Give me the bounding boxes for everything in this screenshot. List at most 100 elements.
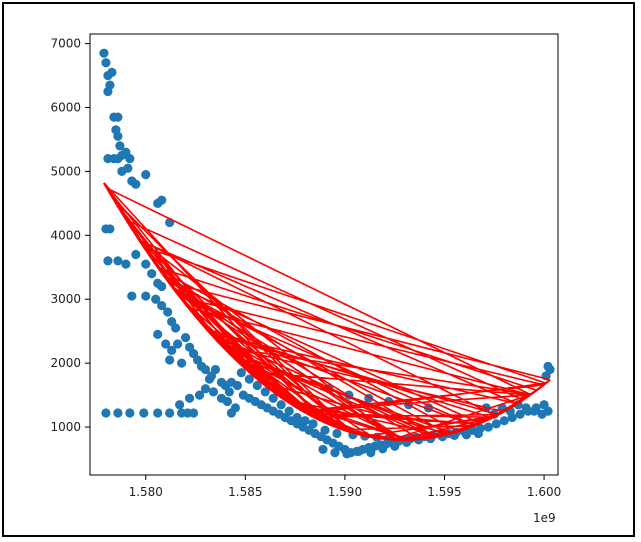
scatter-point [222,396,233,407]
scatter-point [180,332,191,343]
scatter-point [390,441,400,451]
scatter-point [165,355,175,365]
fit-curve [102,182,551,441]
scatter-point [113,112,123,122]
scatter-point [224,387,234,397]
scatter-point [354,446,364,456]
scatter-point [173,339,183,349]
scatter-point [210,364,221,375]
y-tick-label: 4000 [50,228,81,242]
x-tick-label: 1.595 [427,485,461,499]
scatter-point [125,154,135,164]
scatter-point [175,400,185,410]
scatter-point [499,416,509,426]
scatter-point [543,361,553,371]
scatter-point [342,449,352,459]
scatter-point [268,393,278,403]
scatter-point [177,358,187,368]
scatter-point [284,406,294,416]
scatter-point [491,419,501,429]
scatter-point [330,448,340,458]
scatter-point [366,448,376,458]
scatter-point [157,301,167,311]
scatter-point [101,58,111,68]
scatter-point [260,387,270,397]
scatter-point [184,393,195,403]
scatter-point [131,249,141,260]
scatter-point [537,409,547,419]
scatter-point [107,67,117,77]
scatter-point [252,380,262,391]
scatter-point [332,428,342,439]
scatter-point [529,406,539,416]
scatter-point [163,307,173,317]
scatter-point [113,131,123,141]
fit-lines [102,182,551,441]
scatter-point [230,403,240,413]
scatter-point [236,368,246,378]
scatter-point [308,419,318,429]
scatter-point [141,291,151,301]
scatter-point [121,259,131,269]
y-tick-label: 3000 [50,292,81,306]
scatter-point [139,408,149,418]
y-tick-label: 7000 [50,37,81,51]
scatter-point [200,364,211,375]
scatter-point [300,416,310,426]
scatter-point [521,403,531,413]
scatter-point [232,380,242,391]
x-tick-label: 1.590 [328,485,362,499]
scatter-point [151,294,161,304]
scatter-point [103,256,113,266]
scatter-point [515,409,525,419]
scatter-point [153,329,163,339]
y-tick-label: 5000 [50,164,81,178]
x-axis-ticks: 1.580 1.585 1.590 1.595 1.600 [129,475,561,499]
x-axis-offset-label: 1e9 [533,511,556,525]
scatter-point [483,422,493,432]
scatter-point [188,408,199,418]
scatter-point [125,408,135,418]
scatter-point [117,166,127,177]
x-tick-label: 1.585 [228,485,262,499]
y-tick-label: 6000 [50,101,81,115]
scatter-point [171,323,181,333]
scatter-point [378,444,388,454]
scatter-point [105,224,115,234]
scatter-point [320,425,330,435]
scatter-point [127,291,137,301]
scatter-point [157,281,167,292]
scatter-point [167,345,177,355]
scatter-point [141,170,151,180]
scatter-point [194,390,205,400]
x-tick-label: 1.600 [527,485,561,499]
scatter-point [157,195,167,205]
scatter-point [147,269,157,279]
scatter-point [292,412,302,423]
scatter-point [461,430,471,440]
x-tick-label: 1.580 [129,485,163,499]
scatter-point [131,179,141,189]
scatter-point [161,339,171,349]
fit-line [103,182,551,441]
scatter-point [318,444,328,455]
scatter-point [276,400,286,410]
scatter-point [204,374,215,384]
scatter-point [99,48,109,58]
y-tick-label: 2000 [50,356,81,370]
y-axis-ticks: 1000 2000 3000 4000 5000 6000 7000 [50,37,90,434]
scatter-point [103,86,113,97]
scatter-point [208,387,219,397]
scatter-point [165,408,175,418]
scatter-point [473,428,483,439]
scatter-point [113,408,123,418]
scatter-point [101,408,111,418]
scatter-point [200,384,211,394]
scatter-point [115,141,125,151]
scatter-point [141,259,151,269]
scatter-point [153,408,163,418]
scatter-point [244,374,254,384]
y-tick-label: 1000 [50,420,81,434]
scatter-point [113,256,123,266]
